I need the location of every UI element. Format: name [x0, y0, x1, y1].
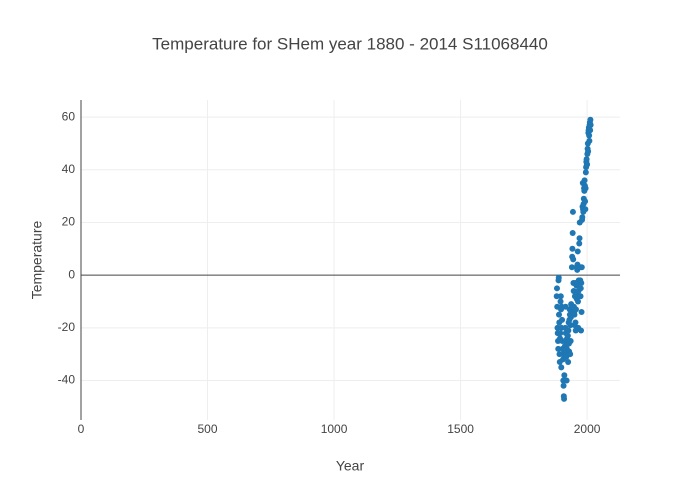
data-point: [570, 256, 577, 263]
data-point: [577, 285, 584, 292]
y-tick-label: 60: [62, 109, 76, 123]
data-point: [587, 116, 594, 123]
x-tick-label: 1500: [447, 422, 474, 436]
data-point: [576, 240, 583, 247]
x-tick-label: 500: [198, 422, 218, 436]
data-point: [576, 235, 583, 242]
data-point: [578, 264, 585, 271]
data-point: [557, 293, 564, 300]
data-point: [582, 169, 589, 176]
y-tick-label: -40: [58, 373, 76, 387]
x-axis-label: Year: [336, 458, 365, 474]
data-point: [585, 148, 592, 155]
data-point: [557, 298, 564, 305]
data-point: [574, 298, 581, 305]
data-point: [586, 137, 593, 144]
data-point: [574, 248, 581, 255]
data-point: [579, 214, 586, 221]
data-point: [555, 345, 562, 352]
data-point: [582, 206, 589, 213]
x-tick-label: 1000: [321, 422, 348, 436]
data-point: [572, 306, 579, 313]
data-point: [553, 285, 560, 292]
data-point: [565, 327, 572, 334]
data-point: [587, 122, 594, 129]
data-point: [587, 127, 594, 134]
y-axis-label: Temperature: [29, 220, 45, 299]
data-point: [584, 161, 591, 168]
data-point: [560, 382, 567, 389]
data-point: [568, 264, 575, 271]
data-point: [557, 330, 564, 337]
data-point: [561, 372, 568, 379]
data-point: [567, 337, 574, 344]
data-point: [583, 156, 590, 163]
x-tick-label: 0: [78, 422, 85, 436]
x-tick-label: 2000: [574, 422, 601, 436]
data-point: [569, 245, 576, 252]
data-point: [569, 208, 576, 215]
data-point: [578, 280, 585, 287]
data-point: [571, 311, 578, 318]
y-tick-label: 0: [68, 267, 75, 281]
y-tick-label: 40: [62, 162, 76, 176]
data-point: [565, 359, 572, 366]
data-point: [577, 293, 584, 300]
chart-title: Temperature for SHem year 1880 - 2014 S1…: [152, 34, 548, 53]
data-point: [569, 230, 576, 237]
data-point: [564, 332, 571, 339]
data-point: [561, 395, 568, 402]
data-point: [582, 198, 589, 205]
data-point: [578, 327, 585, 334]
y-tick-label: 20: [62, 215, 76, 229]
data-point: [563, 377, 570, 384]
y-tick-label: -20: [58, 320, 76, 334]
data-point: [555, 274, 562, 281]
data-point: [586, 132, 593, 139]
data-point: [559, 316, 566, 323]
data-point: [556, 311, 563, 318]
data-point: [578, 309, 585, 316]
data-point: [558, 364, 565, 371]
data-point: [572, 319, 579, 326]
data-point: [582, 185, 589, 192]
data-point: [567, 351, 574, 358]
data-point: [567, 322, 574, 329]
data-point: [581, 177, 588, 184]
